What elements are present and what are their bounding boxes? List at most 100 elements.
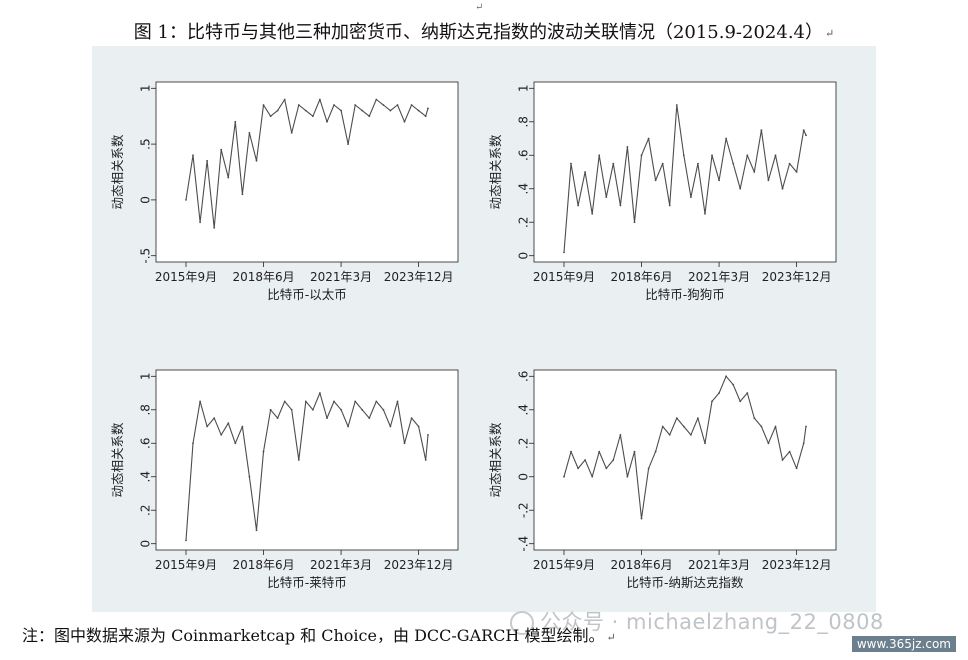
- y-tick-label: .6: [139, 438, 153, 449]
- data-point: [410, 104, 413, 106]
- data-point: [668, 434, 671, 436]
- y-tick-label: .4: [517, 183, 531, 194]
- data-point: [424, 115, 427, 118]
- data-point: [333, 400, 335, 403]
- data-point: [802, 129, 805, 131]
- data-point: [633, 221, 636, 224]
- data-point: [619, 204, 622, 207]
- data-point: [417, 109, 420, 112]
- data-point: [220, 148, 223, 151]
- data-point: [626, 475, 629, 478]
- x-tick-label: 2015年9月: [533, 558, 595, 572]
- plot-area: [155, 81, 459, 263]
- data-point: [605, 196, 608, 199]
- data-point: [584, 171, 586, 173]
- data-point: [340, 109, 342, 112]
- data-point: [403, 120, 406, 123]
- data-point: [213, 417, 216, 419]
- data-point: [626, 146, 629, 148]
- data-point: [192, 154, 194, 157]
- data-point: [206, 425, 208, 428]
- plot-area: [155, 369, 459, 551]
- x-tick-label: 2015年9月: [155, 270, 217, 284]
- y-axis-label: 动态相关系数: [110, 422, 125, 498]
- data-point: [774, 425, 777, 428]
- y-axis-label: 动态相关系数: [110, 134, 125, 210]
- data-point: [255, 529, 258, 532]
- data-point: [427, 107, 429, 110]
- data-point: [802, 442, 805, 445]
- data-point: [354, 104, 357, 106]
- data-point: [682, 154, 685, 157]
- data-point: [591, 212, 594, 215]
- data-point: [241, 193, 244, 196]
- data-point: [424, 459, 427, 461]
- y-tick-label: .2: [517, 438, 531, 449]
- y-tick-label: .5: [139, 138, 153, 149]
- y-tick-label: 1: [139, 84, 153, 92]
- y-tick-label: 0: [517, 473, 531, 481]
- x-axis-label: 比特币-莱特币: [267, 575, 347, 590]
- series-line: [185, 392, 429, 541]
- wechat-icon: [510, 611, 534, 635]
- x-tick-label: 2018年6月: [232, 270, 294, 284]
- y-tick-label: .6: [517, 150, 531, 161]
- data-point: [661, 425, 664, 428]
- data-point: [199, 221, 201, 224]
- x-axis-label: 比特币-以太币: [267, 287, 347, 302]
- data-point: [227, 422, 230, 425]
- data-point: [598, 450, 601, 453]
- chart-btc-ltc: 0 .2 .4 .6 .8 1 2015年9月 2018年6月 2021年3月 2023年12月比…: [110, 369, 459, 590]
- data-point: [368, 417, 371, 419]
- y-axis-label: 动态相关系数: [488, 134, 503, 210]
- data-point: [774, 154, 777, 157]
- data-point: [633, 450, 636, 453]
- y-tick-label: .8: [139, 404, 153, 415]
- y-tick-label: .4: [517, 404, 531, 415]
- data-point: [570, 450, 572, 453]
- y-tick-label: .6: [517, 371, 531, 382]
- series-line: [563, 104, 807, 253]
- data-point: [718, 392, 720, 394]
- chart-btc-doge: 0 .2 .4 .6 .8 1 2015年9月 2018年6月 2021年3月 2023年12月比…: [488, 81, 837, 302]
- data-point: [704, 212, 706, 215]
- data-point: [577, 204, 579, 207]
- x-tick-label: 2023年12月: [762, 270, 832, 284]
- data-point: [361, 408, 364, 411]
- y-tick-label: 0: [139, 196, 153, 204]
- data-point: [396, 104, 399, 106]
- data-point: [753, 417, 756, 419]
- data-point: [739, 187, 742, 190]
- data-point: [732, 162, 735, 165]
- data-point: [403, 442, 406, 445]
- watermark: 公众号 · michaelzhang_22_0808: [510, 606, 884, 636]
- data-point: [312, 408, 314, 411]
- data-point: [396, 400, 399, 403]
- data-point: [389, 109, 392, 112]
- data-point: [760, 425, 763, 428]
- y-tick-label: 1: [139, 372, 153, 380]
- data-point: [605, 467, 608, 470]
- data-point: [199, 400, 201, 403]
- y-tick-label: .4: [139, 471, 153, 482]
- data-point: [788, 162, 791, 165]
- data-point: [619, 434, 622, 436]
- y-tick-label: .8: [517, 116, 531, 127]
- data-point: [255, 159, 258, 162]
- data-point: [248, 132, 251, 134]
- data-point: [805, 134, 807, 137]
- data-point: [340, 408, 342, 411]
- data-point: [319, 392, 321, 394]
- data-point: [234, 120, 237, 123]
- data-point: [375, 98, 378, 101]
- data-point: [654, 450, 657, 453]
- y-tick-label: -.4: [517, 536, 531, 552]
- y-axis-label: 动态相关系数: [488, 422, 503, 498]
- x-tick-label: 2021年3月: [688, 558, 750, 572]
- data-point: [563, 251, 565, 254]
- chart-btc-nasdaq: -.4 -.2 0 .2 .4 .6 2015年9月 2018年6月 2021年3月 2023年1…: [488, 369, 837, 590]
- data-point: [584, 459, 586, 461]
- data-point: [269, 408, 272, 411]
- data-point: [718, 179, 720, 182]
- data-point: [427, 434, 429, 436]
